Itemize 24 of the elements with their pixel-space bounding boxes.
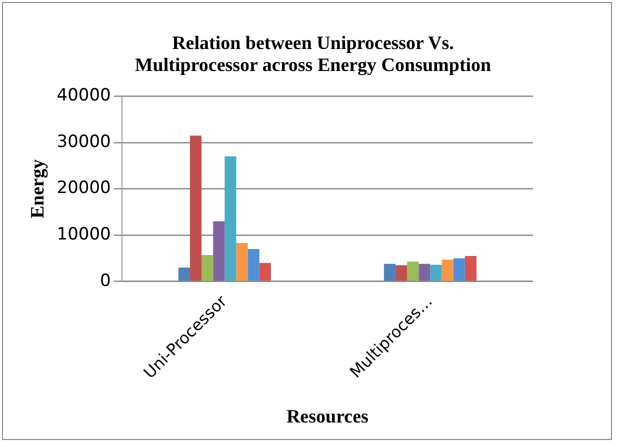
chart-title: Relation between Uniprocessor Vs. Multiprocessor across Energy Consumption xyxy=(134,33,492,77)
y-tick-label: 10000 xyxy=(56,224,111,245)
bar xyxy=(442,260,454,281)
y-tick-label: 20000 xyxy=(56,178,111,198)
y-tick-label: 0 xyxy=(100,270,111,291)
bar xyxy=(190,136,202,281)
y-tick-label: 30000 xyxy=(56,132,111,152)
bar xyxy=(236,243,248,281)
bar xyxy=(213,221,225,281)
bar xyxy=(259,262,271,281)
bar xyxy=(418,264,430,281)
bar xyxy=(202,255,214,281)
bar xyxy=(430,264,442,281)
bar xyxy=(224,156,236,281)
bar xyxy=(248,249,260,281)
bar xyxy=(453,258,465,281)
x-axis-title: Resources xyxy=(286,406,368,428)
y-axis-title: Energy xyxy=(27,158,48,218)
bar xyxy=(384,264,396,281)
bar xyxy=(396,265,408,281)
bar xyxy=(178,268,190,281)
y-tick-label: 40000 xyxy=(56,86,111,106)
bar xyxy=(464,256,476,281)
bar xyxy=(407,262,419,281)
